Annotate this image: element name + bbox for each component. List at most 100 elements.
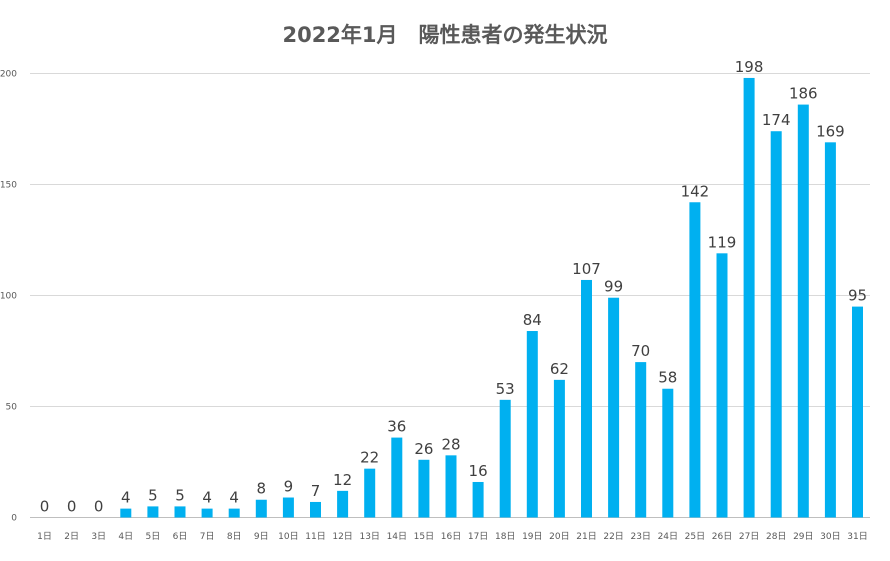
- bar-9日: [255, 499, 267, 518]
- data-label-1日: 0: [40, 498, 50, 516]
- bar-11日: [310, 501, 321, 518]
- bar-28日: [770, 131, 782, 518]
- data-label-20日: 62: [550, 360, 569, 378]
- x-tick-label: 10日: [278, 531, 298, 542]
- data-label-23日: 70: [631, 342, 650, 360]
- x-tick-label: 15日: [414, 531, 434, 542]
- data-label-19日: 84: [523, 311, 542, 329]
- data-label-3日: 0: [94, 498, 104, 516]
- bar-4日: [120, 508, 132, 518]
- data-label-5日: 5: [148, 486, 158, 504]
- bar-5日: [147, 506, 159, 518]
- x-tick-label: 14日: [387, 531, 407, 542]
- data-label-26日: 119: [708, 233, 737, 251]
- bar-30日: [824, 142, 836, 518]
- bar-24日: [662, 388, 674, 518]
- bar-23日: [635, 362, 647, 518]
- data-label-16日: 28: [441, 435, 460, 453]
- x-tick-label: 3日: [91, 531, 106, 542]
- bar-16日: [445, 455, 457, 518]
- x-tick-label: 25日: [685, 531, 705, 542]
- data-label-22日: 99: [604, 278, 623, 296]
- x-tick-label: 28日: [766, 531, 786, 542]
- x-tick-label: 29日: [793, 531, 813, 542]
- data-label-18日: 53: [496, 380, 515, 398]
- bar-29日: [797, 104, 809, 518]
- bar-27日: [743, 77, 755, 518]
- x-axis-ticks: 1日 2日 3日 4日 5日 6日 7日 8日 9日 10日 11日 12日 13日 14日 15日 16日 1…: [37, 531, 868, 542]
- y-tick-label: 200: [0, 70, 17, 80]
- gridlines: [30, 73, 870, 518]
- x-tick-label: 17日: [468, 531, 488, 542]
- bar-17日: [472, 481, 484, 518]
- bar-15日: [418, 459, 430, 518]
- data-label-8日: 4: [229, 489, 239, 507]
- x-tick-label: 7日: [200, 531, 215, 542]
- data-label-24日: 58: [658, 369, 677, 387]
- x-tick-label: 31日: [847, 531, 867, 542]
- bar-7日: [201, 508, 213, 518]
- data-label-2日: 0: [67, 498, 77, 516]
- x-tick-label: 5日: [146, 531, 161, 542]
- bar-12日: [337, 490, 349, 518]
- bar-19日: [526, 331, 538, 518]
- data-label-29日: 186: [789, 85, 818, 103]
- bar-22日: [608, 297, 620, 518]
- y-tick-label: 100: [0, 292, 17, 302]
- data-label-25日: 142: [681, 182, 710, 200]
- data-label-11日: 7: [311, 482, 321, 500]
- data-label-4日: 4: [121, 489, 131, 507]
- data-label-13日: 22: [360, 449, 379, 467]
- data-label-31日: 95: [848, 287, 867, 305]
- bar-14日: [391, 437, 403, 518]
- bar-21日: [581, 279, 592, 518]
- x-tick-label: 23日: [630, 531, 650, 542]
- data-label-17日: 16: [469, 462, 488, 480]
- x-tick-label: 4日: [118, 531, 133, 542]
- data-label-14日: 36: [387, 418, 406, 436]
- data-label-9日: 8: [257, 480, 267, 498]
- bar-8日: [228, 508, 240, 518]
- data-label-10日: 9: [284, 478, 294, 496]
- bar-6日: [174, 506, 186, 518]
- data-label-27日: 198: [735, 58, 764, 76]
- x-tick-label: 2日: [64, 531, 79, 542]
- y-tick-label: 0: [11, 514, 17, 524]
- x-tick-label: 18日: [495, 531, 515, 542]
- data-label-15日: 26: [414, 440, 433, 458]
- bar-25日: [689, 202, 701, 518]
- bar-10日: [282, 497, 294, 518]
- x-tick-label: 19日: [522, 531, 542, 542]
- bars: [120, 77, 863, 518]
- x-tick-label: 12日: [332, 531, 352, 542]
- bar-31日: [852, 306, 863, 518]
- x-tick-label: 11日: [305, 531, 325, 542]
- x-tick-label: 22日: [603, 531, 623, 542]
- x-tick-label: 21日: [576, 531, 596, 542]
- y-axis-ticks: 0 50 100 150 200: [0, 70, 17, 524]
- x-tick-label: 30日: [820, 531, 840, 542]
- data-label-28日: 174: [762, 111, 791, 129]
- bar-26日: [716, 253, 728, 518]
- x-tick-label: 26日: [712, 531, 732, 542]
- x-tick-label: 27日: [739, 531, 759, 542]
- bar-20日: [553, 379, 565, 518]
- x-tick-label: 20日: [549, 531, 569, 542]
- chart-title: 2022年1月 陽性患者の発生状況: [282, 23, 607, 47]
- bar-13日: [364, 468, 376, 518]
- data-label-7日: 4: [202, 489, 212, 507]
- x-tick-label: 9日: [254, 531, 269, 542]
- x-tick-label: 16日: [441, 531, 461, 542]
- data-label-30日: 169: [816, 122, 845, 140]
- x-tick-label: 13日: [359, 531, 379, 542]
- data-label-6日: 5: [175, 486, 185, 504]
- y-tick-label: 150: [0, 181, 17, 191]
- x-tick-label: 1日: [37, 531, 52, 542]
- x-tick-label: 8日: [227, 531, 242, 542]
- y-tick-label: 50: [6, 403, 18, 413]
- x-tick-label: 24日: [658, 531, 678, 542]
- data-label-12日: 12: [333, 471, 352, 489]
